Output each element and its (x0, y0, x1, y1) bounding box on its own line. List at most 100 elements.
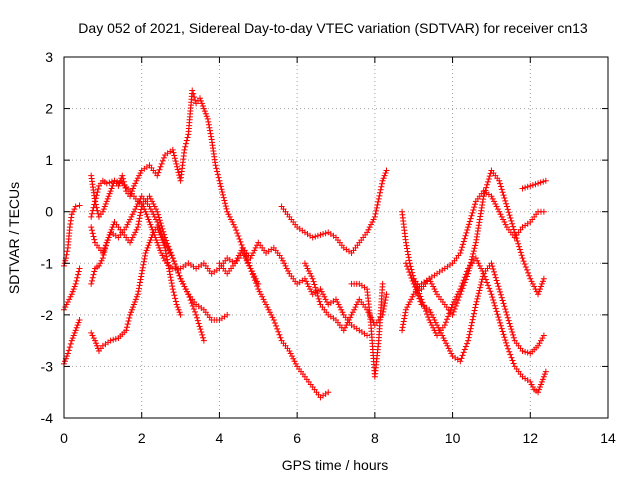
data-point (124, 321, 131, 328)
data-point (338, 306, 345, 313)
data-point (500, 331, 507, 338)
data-point (137, 209, 144, 216)
series-track-5 (88, 193, 231, 324)
data-point (278, 255, 285, 262)
data-point (74, 274, 81, 281)
data-point (247, 255, 254, 262)
data-point (133, 226, 140, 233)
data-point (149, 231, 156, 238)
data-point (233, 227, 240, 234)
data-point (130, 301, 137, 308)
data-point (143, 211, 150, 218)
data-point (493, 277, 500, 284)
data-point (470, 310, 477, 317)
data-point (475, 293, 482, 300)
data-point (489, 294, 496, 301)
data-point (61, 358, 68, 365)
data-point (199, 331, 206, 338)
data-point (457, 358, 464, 365)
data-point (507, 323, 514, 330)
y-tick-label: -1 (41, 255, 54, 271)
data-point (414, 284, 421, 291)
data-point (204, 115, 211, 122)
data-point (491, 198, 498, 205)
data-point (498, 213, 505, 220)
data-point (507, 351, 514, 358)
series-track-4 (88, 177, 371, 339)
data-point (127, 216, 134, 223)
data-marks (61, 87, 549, 401)
data-point (88, 329, 95, 336)
data-point (537, 337, 544, 344)
data-point (247, 265, 254, 272)
data-point (474, 257, 481, 264)
data-point (469, 209, 476, 216)
data-point (66, 344, 73, 351)
data-point (427, 278, 434, 285)
data-point (537, 384, 543, 391)
data-point (261, 298, 268, 305)
data-point (481, 273, 488, 280)
data-point (128, 190, 135, 197)
data-point (282, 262, 289, 269)
data-point (135, 221, 142, 228)
data-point (158, 160, 165, 167)
data-point (196, 323, 203, 330)
data-point (321, 293, 328, 300)
data-point (432, 319, 439, 326)
x-axis-label: GPS time / hours (282, 457, 389, 473)
data-point (88, 277, 95, 284)
data-point (104, 237, 111, 244)
data-point (382, 297, 389, 304)
data-point (470, 313, 477, 320)
data-point (65, 347, 72, 354)
data-point (502, 337, 509, 344)
data-point (95, 186, 102, 193)
data-point (515, 240, 522, 247)
data-point (504, 314, 511, 321)
data-point (382, 294, 389, 301)
data-point (383, 291, 390, 298)
data-point (103, 239, 110, 246)
data-point (287, 350, 294, 357)
data-point (489, 263, 496, 270)
data-point (76, 202, 83, 209)
data-point (88, 210, 95, 217)
data-point (220, 194, 227, 201)
data-point (148, 234, 155, 241)
data-point (457, 286, 464, 293)
data-point (134, 291, 141, 298)
data-point (499, 189, 506, 196)
data-point (160, 255, 167, 262)
data-point (537, 179, 544, 186)
data-point (197, 97, 204, 104)
data-point (320, 231, 327, 238)
data-point (152, 206, 159, 213)
data-point (205, 121, 212, 128)
data-point (493, 203, 500, 210)
data-point (138, 206, 145, 213)
data-point (132, 206, 139, 213)
data-point (144, 213, 151, 220)
data-point (164, 259, 171, 266)
data-point (483, 279, 490, 286)
data-point (468, 322, 475, 329)
data-point (466, 218, 473, 225)
data-point (365, 226, 372, 233)
data-point (133, 177, 140, 184)
data-point (264, 304, 271, 311)
data-point (539, 278, 546, 285)
data-point (94, 189, 101, 196)
data-point (142, 249, 149, 256)
data-point (519, 255, 526, 262)
data-point (476, 262, 483, 269)
data-point (304, 265, 311, 272)
y-axis-label: SDTVAR / TECUs (6, 182, 22, 294)
data-point (63, 353, 70, 360)
data-point (176, 272, 183, 279)
axis-ticks (63, 56, 609, 419)
data-point (74, 271, 81, 278)
data-point (405, 251, 412, 258)
data-point (422, 308, 429, 315)
data-point (482, 276, 489, 283)
